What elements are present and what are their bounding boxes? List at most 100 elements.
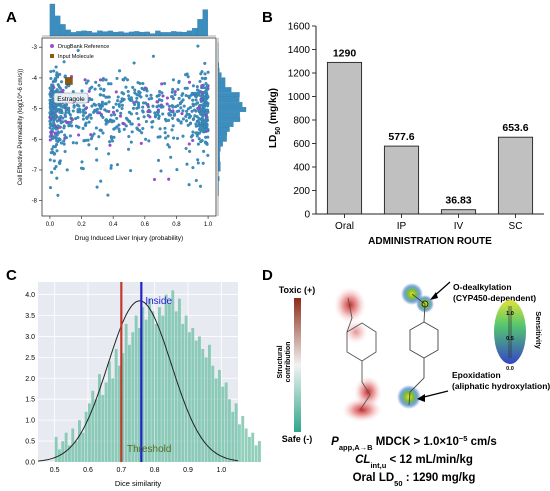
- scatter-point: [98, 111, 102, 115]
- scatter-point: [99, 179, 103, 183]
- scatter-point: [158, 89, 162, 94]
- panel-c-density-curve: [37, 300, 239, 462]
- scatter-point: [49, 76, 53, 81]
- top-hist-bar: [107, 30, 114, 37]
- x-tick-label: 0.7: [116, 467, 126, 474]
- scatter-point: [127, 134, 131, 139]
- y-tick-label: 400: [293, 163, 310, 174]
- scatter-point: [50, 83, 54, 87]
- panel-a-x-ticks: 0.0 0.2 0.4 0.6 0.8 1.0: [46, 216, 213, 228]
- scatter-point: [124, 124, 128, 128]
- scatter-point: [49, 130, 53, 134]
- scatter-point: [55, 176, 59, 180]
- scatter-point: [171, 105, 175, 109]
- scatter-point: [48, 111, 52, 115]
- scatter-point: [55, 133, 59, 137]
- y-tick-label: 1600: [288, 22, 311, 33]
- hist-bar: [224, 382, 228, 462]
- scatter-point: [203, 120, 207, 124]
- scatter-point: [101, 131, 105, 135]
- scatter-point: [198, 79, 202, 83]
- scatter-point: [177, 96, 181, 100]
- scatter-point: [115, 125, 119, 129]
- top-hist-bar: [49, 3, 56, 37]
- panel-a-top-histogram: [42, 3, 216, 37]
- hist-bar: [128, 344, 131, 462]
- scatter-point: [90, 104, 94, 108]
- scatter-point: [197, 120, 201, 124]
- scatter-point: [135, 106, 139, 110]
- scatter-point: [199, 139, 203, 144]
- hist-bar: [98, 374, 101, 462]
- scatter-point: [77, 104, 81, 108]
- bar-value-label: 1290: [333, 47, 357, 59]
- right-hist-bar: [217, 102, 243, 108]
- scatter-point: [106, 120, 110, 124]
- scatter-point: [90, 85, 94, 89]
- top-hist-bar: [102, 31, 108, 37]
- arrow-2-head: [417, 394, 425, 402]
- x-tick-label: IV: [454, 221, 464, 232]
- scatter-point: [152, 177, 157, 182]
- top-hist-bar: [171, 31, 177, 37]
- scatter-point: [48, 119, 52, 123]
- scatter-point: [158, 127, 162, 131]
- scatter-point: [150, 125, 154, 129]
- hist-bar: [94, 399, 98, 462]
- scatter-point: [94, 126, 98, 130]
- scatter-point: [182, 104, 186, 108]
- scatter-point: [180, 93, 184, 97]
- scatter-point: [125, 78, 130, 82]
- top-hist-bar: [118, 31, 124, 37]
- scatter-point: [141, 101, 146, 105]
- hist-bar: [68, 445, 71, 462]
- scatter-point: [164, 119, 168, 123]
- scatter-point: [187, 142, 191, 146]
- panel-b-letter: B: [262, 9, 273, 26]
- hist-bar: [61, 441, 65, 462]
- scatter-point: [129, 169, 133, 173]
- scatter-point: [129, 140, 133, 144]
- scatter-point: [104, 118, 108, 122]
- hist-bar: [81, 432, 85, 462]
- right-hist-bar: [217, 161, 221, 167]
- top-hist-bar: [160, 32, 166, 37]
- scatter-point: [190, 109, 194, 113]
- scatter-point: [70, 118, 74, 122]
- scatter-point: [48, 186, 53, 190]
- scatter-point: [141, 109, 145, 113]
- scatter-point: [52, 126, 56, 130]
- scatter-point: [93, 87, 97, 91]
- scatter-point: [104, 95, 108, 99]
- scatter-point: [55, 139, 59, 143]
- scatter-point: [65, 168, 69, 172]
- sensitivity-label: Sensitivity: [534, 311, 543, 349]
- scatter-point: [205, 116, 209, 121]
- scatter-point: [151, 104, 155, 108]
- hist-bar: [151, 311, 155, 462]
- hist-bar: [214, 378, 218, 462]
- scatter-point: [107, 95, 111, 99]
- scatter-point: [200, 84, 204, 88]
- top-hist-bar: [139, 31, 145, 37]
- panel-d-letter: D: [262, 267, 273, 284]
- scatter-point: [77, 125, 81, 129]
- scatter-point: [56, 193, 60, 197]
- y-tick-label: 0: [304, 210, 310, 221]
- scatter-point: [122, 78, 126, 82]
- scatter-point: [206, 135, 210, 139]
- scatter-point: [146, 109, 150, 113]
- top-hist-bar: [165, 32, 172, 37]
- y-tick-label: 3.5: [25, 313, 35, 320]
- scatter-point: [97, 135, 101, 139]
- scatter-point: [108, 143, 112, 147]
- scatter-point: [167, 177, 171, 181]
- scatter-point: [65, 120, 69, 124]
- scatter-point: [175, 109, 179, 114]
- hist-bar: [148, 298, 151, 462]
- y-tick-label: -5: [32, 107, 38, 113]
- scatter-point: [184, 119, 189, 123]
- scatter-point: [194, 95, 198, 99]
- scatter-point: [107, 152, 111, 156]
- scatter-point: [64, 85, 68, 89]
